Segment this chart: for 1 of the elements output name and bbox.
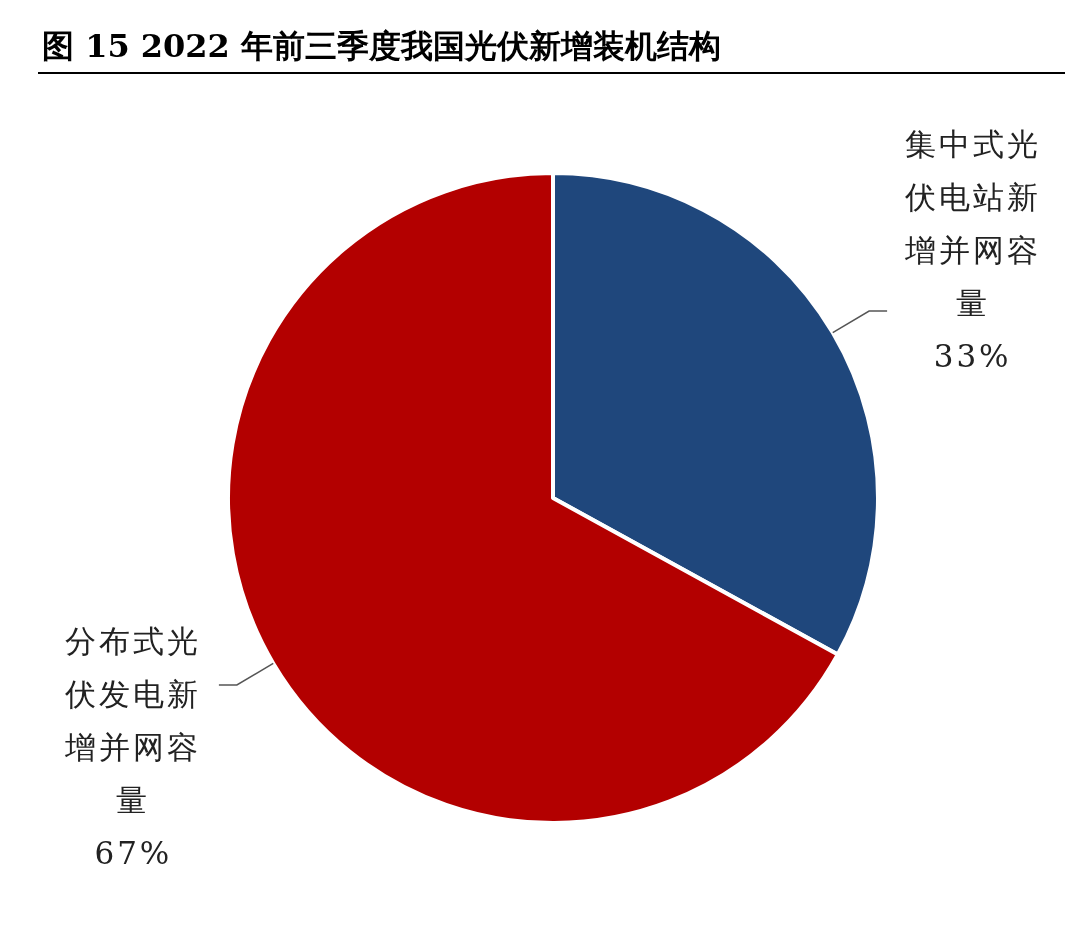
chart-title: 图 15 2022 年前三季度我国光伏新增装机结构 [42, 27, 722, 65]
